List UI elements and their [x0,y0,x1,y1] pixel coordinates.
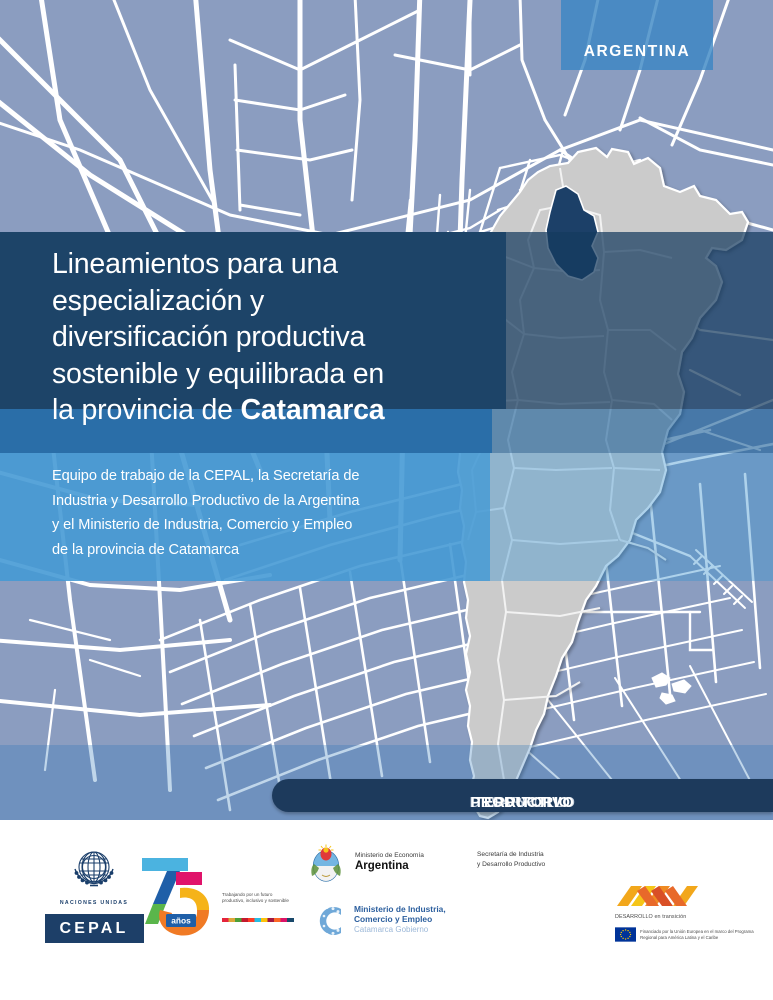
catamarca-line-3: Catamarca Gobierno [354,924,429,934]
title-band-mid [0,409,492,453]
secretaria-line-2: y Desarrollo Productivo [477,860,546,868]
anniversary-tagline: Trabajando por un futuro productivo, inc… [222,892,289,904]
ribbon-text-3: Y [517,795,528,811]
title-line-3: diversificación productiva [52,321,366,353]
country-badge: ARGENTINA [561,0,713,70]
seventy-five-years-icon: años [142,858,210,936]
ribbon-text-2: PRODUCTIVO [470,795,575,811]
country-badge-label: ARGENTINA [583,43,691,60]
logo-ministerio-economia: Ministerio de Economía Argentina [305,842,495,893]
cepal-acronym: CEPAL [59,920,129,937]
title-line-2: especialización y [52,284,265,317]
secretaria-line-1: Secretaría de Industria [477,851,544,858]
subtitle-line-1: Equipo de trabajo de la CEPAL, la Secret… [52,468,360,484]
ministerio-economia-line-2: Argentina [355,860,409,872]
cepal-wordmark: CEPAL [44,914,144,943]
subtitle-band [0,453,490,581]
title-province-name: Catamarca [240,394,385,426]
logo-secretaria-industria: Secretaría de Industria y Desarrollo Pro… [477,850,607,869]
footer-logo-bar: NACIONES UNIDAS CEPAL años Trabajan [0,820,773,1000]
series-ribbon: DESARROLLO PRODUCTIVO Y TERRITORIO [272,779,773,812]
page-subtitle: Equipo de trabajo de la CEPAL, la Secret… [52,464,484,562]
ribbon-text-1: DESARROLLO [469,795,576,811]
cover-artwork: ARGENTINA Lineamientos para una especial… [0,0,773,820]
catamarca-line-1: Ministerio de Industria, [354,904,446,914]
logo-cepal-75-anniversary: años Trabajando por un futuro productivo… [136,852,296,948]
title-line-5-prefix: la provincia de [52,394,241,426]
anniversary-years-word: años [171,916,191,926]
subtitle-line-4: de la provincia de Catamarca [52,541,240,558]
ministerio-economia-line-1: Ministerio de Economía [355,852,424,859]
desarrollo-transicion-mark-icon [617,886,698,906]
european-union-flag-icon [615,927,637,942]
desarrollo-transicion-label: DESARROLLO en transición [615,914,687,920]
page-title: Lineamientos para una especialización y … [52,246,492,429]
subtitle-line-2: Industria y Desarrollo Productivo de la … [52,492,360,509]
catamarca-c-icon [315,906,341,936]
title-line-1: Lineamientos para una [52,248,338,280]
european-union-funding-text: Financiado por la Unión Europea en el ma… [640,928,754,940]
united-nations-label: NACIONES UNIDAS [59,900,129,906]
sdg-color-bar-icon [222,918,294,922]
logo-desarrollo-en-transicion: DESARROLLO en transición Financiado por … [615,882,760,946]
argentina-coat-of-arms-icon [311,844,341,882]
logo-catamarca-ministerio: Ministerio de Industria, Comercio y Empl… [310,900,500,947]
islands-shape [651,672,692,705]
subtitle-line-3: y el Ministerio de Industria, Comercio y… [52,517,353,534]
logo-cepal: NACIONES UNIDAS CEPAL [40,842,148,943]
united-nations-emblem-icon [74,851,114,887]
catamarca-line-2: Comercio y Empleo [354,914,433,925]
ribbon-text-4: TERRITORIO [474,795,571,811]
title-band-dark [0,232,506,409]
title-line-4: sostenible y equilibrada en [52,357,385,390]
title-line-5: la provincia de Catamarca [52,392,492,429]
